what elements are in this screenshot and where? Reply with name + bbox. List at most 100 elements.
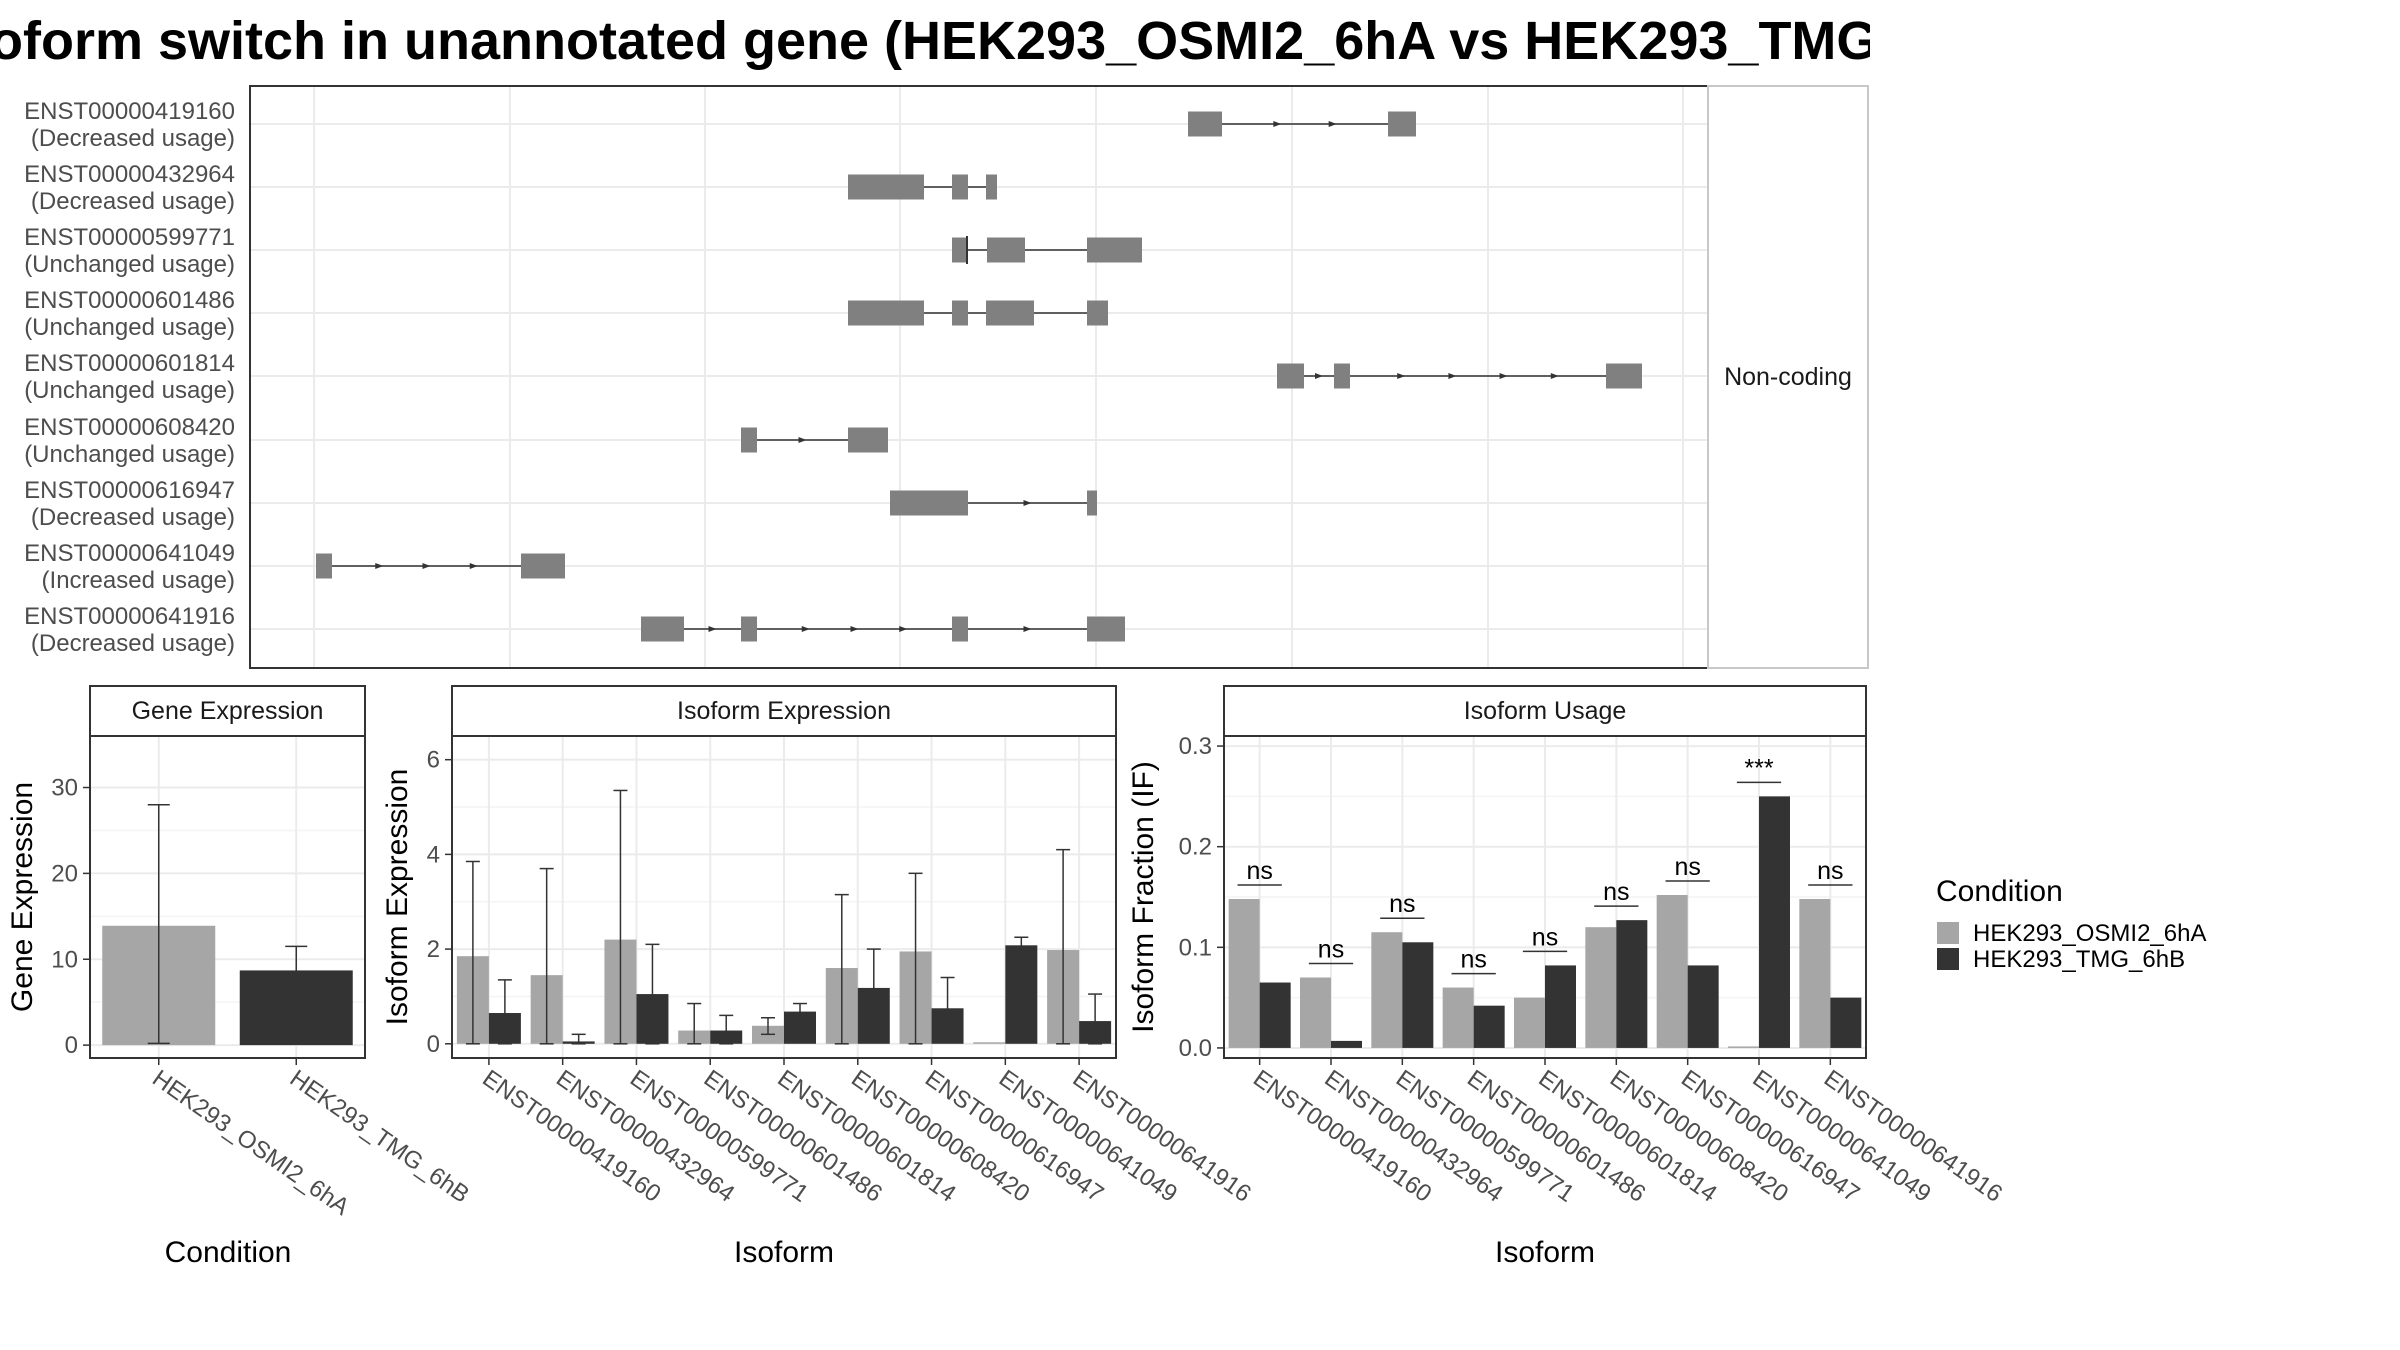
strand-arrow <box>422 563 431 569</box>
exon-block <box>952 237 967 263</box>
bar <box>1728 1046 1759 1048</box>
isoform-expression-panel: Isoform Expression0246ENST00000419160ENS… <box>381 685 1256 1269</box>
transcript-status-label: (Decreased usage) <box>31 630 235 657</box>
y-tick-label: 20 <box>51 860 78 887</box>
strip-title: Isoform Expression <box>677 697 891 725</box>
transcript-id-label: ENST00000616947 <box>24 477 235 504</box>
y-tick-label: 0.0 <box>1179 1035 1212 1062</box>
strip <box>451 685 1117 737</box>
isoform-usage-panel: ns ns ns ns ns ns ns *** ns Isoform Usage 0.0 0.1 0.… <box>1127 685 2007 1269</box>
strand-arrow <box>1328 121 1337 127</box>
transcript-status-label: (Decreased usage) <box>31 125 235 152</box>
bar <box>1371 932 1403 1048</box>
significance-label: ns <box>1246 857 1272 885</box>
exon-block <box>641 616 684 642</box>
exon-block <box>1087 300 1108 326</box>
transcript-status-label: (Unchanged usage) <box>24 441 235 468</box>
strand-arrow <box>1397 373 1406 379</box>
transcript-id-label: ENST00000608420 <box>24 414 235 441</box>
exon-block <box>952 300 968 326</box>
legend-swatch <box>1937 948 1959 970</box>
x-axis-title: Isoform <box>1495 1236 1595 1269</box>
transcript-id-label: ENST00000641916 <box>24 603 235 630</box>
transcript-id-label: ENST00000601814 <box>24 350 235 377</box>
transcript-id-label: ENST00000419160 <box>24 98 235 125</box>
exon-block <box>952 616 968 642</box>
bar <box>973 1042 1006 1044</box>
strip <box>1223 685 1867 737</box>
bar <box>1300 977 1331 1048</box>
legend-label: HEK293_TMG_6hB <box>1973 946 2185 973</box>
strand-arrow <box>801 626 810 632</box>
strand-arrow <box>1499 373 1508 379</box>
facet-strip <box>1707 85 1869 669</box>
transcript-status-label: (Decreased usage) <box>31 504 235 531</box>
strand-arrow <box>1315 373 1323 379</box>
exon-block <box>1087 616 1125 642</box>
y-tick-label: 30 <box>51 775 78 802</box>
legend-title: Condition <box>1936 875 2063 908</box>
y-tick-label: 2 <box>427 936 440 963</box>
strip-title: Isoform Usage <box>1464 697 1627 725</box>
transcript-id-label: ENST00000599771 <box>24 224 235 251</box>
y-tick-label: 6 <box>427 747 440 774</box>
strip <box>89 685 366 737</box>
significance-label: ns <box>1318 936 1344 964</box>
exon-block <box>741 427 757 453</box>
significance-label: ns <box>1532 923 1558 951</box>
exon-block <box>1277 363 1304 389</box>
exon-block <box>987 237 1025 263</box>
x-axis-title: Isoform <box>734 1236 834 1269</box>
strand-arrow <box>375 563 384 569</box>
legend-swatch <box>1937 922 1959 944</box>
x-axis-title: Condition <box>165 1236 292 1269</box>
significance-label: *** <box>1744 754 1773 782</box>
legend-label: HEK293_OSMI2_6hA <box>1973 920 2206 947</box>
bar <box>1585 927 1617 1048</box>
significance-label: ns <box>1603 878 1629 906</box>
strand-arrow <box>469 563 478 569</box>
y-tick-label: 4 <box>427 841 440 868</box>
exon-block <box>1606 363 1642 389</box>
significance-label: ns <box>1460 946 1486 974</box>
transcript-status-label: (Unchanged usage) <box>24 314 235 341</box>
strand-arrow <box>1448 373 1457 379</box>
strip-title: Gene Expression <box>132 697 324 725</box>
figure-title: oform switch in unannotated gene (HEK293… <box>0 11 1870 71</box>
exon-block <box>521 553 565 579</box>
strand-arrow <box>1023 626 1032 632</box>
y-axis-title: Isoform Expression <box>381 769 414 1026</box>
strand-arrow <box>850 626 859 632</box>
y-tick-label: 0.2 <box>1179 834 1212 861</box>
exon-block <box>1117 237 1142 263</box>
strand-arrow <box>899 626 908 632</box>
transcript-status-label: (Unchanged usage) <box>24 251 235 278</box>
transcript-status-label: (Unchanged usage) <box>24 377 235 404</box>
significance-label: ns <box>1389 890 1415 918</box>
bar <box>1799 899 1831 1048</box>
bar <box>1830 997 1862 1048</box>
transcript-status-label: (Increased usage) <box>42 567 235 594</box>
exon-block <box>1388 111 1416 137</box>
y-axis-title: Gene Expression <box>6 782 39 1012</box>
bar <box>1402 942 1434 1048</box>
exon-block <box>848 174 924 200</box>
y-tick-label: 0 <box>427 1031 440 1058</box>
y-tick-label: 10 <box>51 946 78 973</box>
y-tick-label: 0 <box>65 1032 78 1059</box>
bar <box>1514 997 1545 1048</box>
strand-arrow <box>1023 500 1032 506</box>
bar <box>1656 894 1688 1048</box>
transcript-status-label: (Decreased usage) <box>31 188 235 215</box>
strand-arrow <box>708 626 717 632</box>
y-axis-title: Isoform Fraction (IF) <box>1127 761 1160 1033</box>
facet-strip-label: Non-coding <box>1724 363 1852 391</box>
exon-block <box>890 490 968 516</box>
strand-arrow <box>798 437 807 443</box>
exon-block <box>848 300 924 326</box>
exon-block <box>986 174 997 200</box>
bar <box>1616 920 1648 1048</box>
